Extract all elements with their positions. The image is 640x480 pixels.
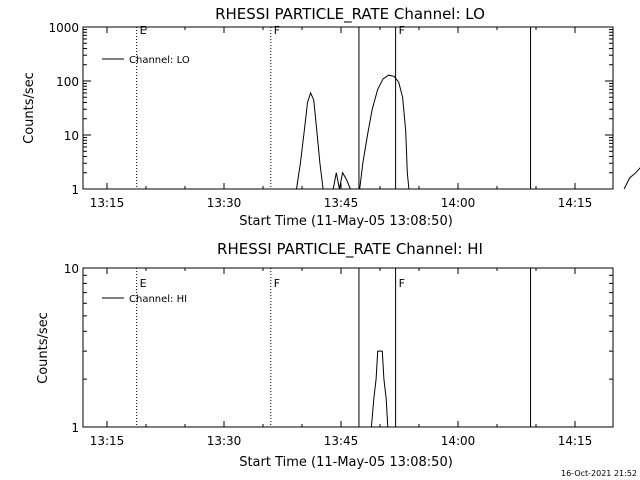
- y-tick-label: 100: [56, 75, 79, 89]
- legend-label: Channel: HI: [129, 294, 187, 305]
- y-tick-label: 1: [71, 183, 79, 197]
- x-tick-label: 14:15: [558, 434, 593, 448]
- x-tick-label: 14:00: [441, 434, 476, 448]
- event-marker-label: E: [140, 277, 147, 290]
- event-marker-label: F: [274, 24, 280, 37]
- x-tick-label: 14:15: [558, 196, 593, 210]
- x-axis-label: Start Time (11-May-05 13:08:50): [239, 455, 453, 470]
- x-tick-label: 14:00: [441, 196, 476, 210]
- plot-frame: [82, 267, 614, 428]
- x-tick-label: 13:15: [90, 196, 125, 210]
- chart-panel-lo: RHESSI PARTICLE_RATE Channel: LO Start T…: [22, 5, 640, 229]
- event-marker-label: F: [399, 24, 405, 37]
- count-rate-series: [359, 74, 410, 190]
- y-tick-label: 10: [64, 129, 79, 143]
- x-tick-label: 13:30: [207, 196, 242, 210]
- event-marker-label: F: [399, 277, 405, 290]
- plot-frame: [82, 26, 614, 190]
- event-marker-label: F: [274, 277, 280, 290]
- count-rate-series: [296, 91, 324, 190]
- timestamp-stamp: 16-Oct-2021 21:52: [561, 469, 637, 478]
- count-rate-series: [623, 167, 640, 190]
- y-tick-label: 10: [64, 262, 79, 276]
- x-axis-label: Start Time (11-May-05 13:08:50): [239, 214, 453, 229]
- event-marker-label: E: [140, 24, 147, 37]
- count-rate-series: [332, 171, 351, 190]
- y-tick-label: 1: [71, 421, 79, 435]
- y-axis-label: Counts/sec: [22, 72, 37, 144]
- y-tick-label: 1000: [48, 21, 79, 35]
- legend-label: Channel: LO: [129, 55, 190, 66]
- chart-title: RHESSI PARTICLE_RATE Channel: HI: [217, 240, 483, 259]
- x-tick-label: 13:45: [324, 434, 359, 448]
- chart-panel-hi: RHESSI PARTICLE_RATE Channel: HI Start T…: [36, 240, 614, 470]
- y-axis-label: Counts/sec: [36, 312, 51, 384]
- x-tick-label: 13:45: [324, 196, 359, 210]
- x-tick-label: 13:30: [207, 434, 242, 448]
- x-tick-label: 13:15: [90, 434, 125, 448]
- count-rate-series: [370, 350, 389, 428]
- chart-title: RHESSI PARTICLE_RATE Channel: LO: [215, 5, 485, 24]
